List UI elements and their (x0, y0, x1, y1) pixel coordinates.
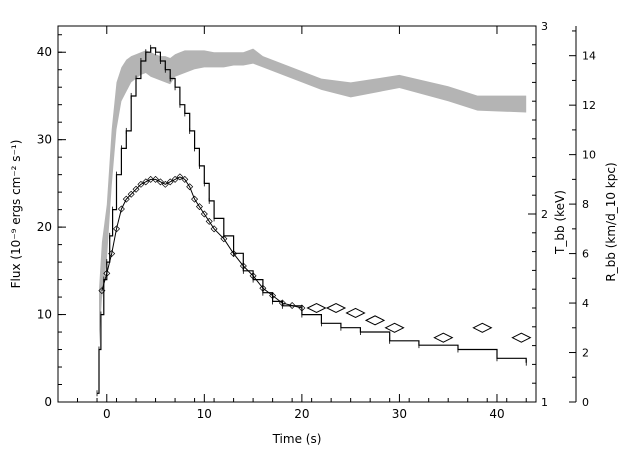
radius-points (306, 302, 532, 343)
radius-marker (166, 178, 174, 186)
radius-marker (210, 225, 218, 233)
radius-marker (200, 210, 208, 218)
radius-diamond (325, 302, 347, 314)
radius-tick-label: 0 (582, 396, 589, 409)
x-tick-label: 10 (197, 407, 212, 421)
radius-axis-label: R_bb (km/d_10 kpc) (604, 162, 618, 281)
radius-marker (147, 175, 155, 183)
x-tick-label: 0 (103, 407, 111, 421)
radius-marker (161, 180, 169, 188)
radius-tick-label: 8 (582, 198, 589, 211)
radius-marker (122, 195, 130, 203)
radius-marker (113, 225, 121, 233)
radius-tick-label: 14 (582, 50, 596, 63)
radius-marker (298, 304, 306, 312)
radius-marker (181, 175, 189, 183)
radius-diamond (364, 315, 386, 326)
radius-marker (103, 269, 111, 277)
radius-tick-label: 4 (582, 297, 589, 310)
flux-tick-label: 30 (37, 133, 52, 147)
x-axis: 0 10 20 30 40 (57, 26, 527, 421)
radius-marker (186, 183, 194, 191)
radius-marker (152, 175, 160, 183)
radius-series (98, 173, 306, 312)
temperature-band-area (99, 48, 527, 346)
radius-marker (205, 217, 213, 225)
radius-marker (108, 250, 116, 258)
radius-tick-label: 12 (582, 99, 596, 112)
temperature-band (99, 48, 527, 346)
radius-marker (220, 235, 228, 243)
radius-marker (142, 178, 150, 186)
flux-tick-label: 20 (37, 220, 52, 234)
radius-diamond (345, 307, 366, 319)
radius-marker (195, 203, 203, 211)
radius-marker (249, 272, 257, 280)
radius-diamond (306, 302, 327, 314)
radius-marker (239, 262, 247, 270)
radius-marker (191, 195, 199, 203)
flux-tick-label: 10 (37, 308, 52, 322)
radius-marker (156, 178, 164, 186)
x-axis-label: Time (s) (272, 432, 322, 446)
x-tick-label: 20 (294, 407, 309, 421)
temperature-axis: 1 2 3 (528, 20, 548, 409)
radius-marker (269, 292, 277, 300)
radius-tick-label: 2 (582, 347, 589, 360)
radius-marker (137, 180, 145, 188)
x-tick-label: 40 (489, 407, 504, 421)
flux-tick-label: 0 (44, 395, 52, 409)
flux-tick-label: 40 (37, 45, 52, 59)
flux-axis: 0 10 20 30 40 (37, 34, 66, 409)
radius-marker (278, 299, 286, 307)
temperature-axis-label: T_bb (keV) (553, 190, 567, 255)
temp-tick-label: 1 (541, 396, 548, 409)
radius-marker (288, 302, 296, 310)
flux-axis-label: Flux (10⁻⁹ ergs cm⁻² s⁻¹) (9, 140, 23, 289)
radius-diamond (384, 322, 405, 333)
radius-diamond (511, 332, 532, 343)
radius-marker (171, 175, 179, 183)
temp-tick-label: 3 (541, 20, 548, 33)
radius-diamond (433, 332, 454, 343)
x-tick-label: 30 (392, 407, 407, 421)
radius-marker (98, 287, 106, 295)
temp-tick-label: 2 (541, 208, 548, 221)
radius-diamond (472, 322, 493, 333)
radius-tick-label: 6 (582, 248, 589, 261)
radius-tick-label: 10 (582, 149, 596, 162)
radius-marker (132, 185, 140, 193)
radius-marker (259, 284, 267, 292)
radius-marker (127, 190, 135, 198)
radius-marker (117, 205, 125, 213)
flux-series (96, 44, 527, 397)
radius-marker (176, 173, 184, 181)
radius-marker (230, 250, 238, 258)
radius-axis: 0 2 4 6 8 10 12 14 (569, 30, 596, 409)
